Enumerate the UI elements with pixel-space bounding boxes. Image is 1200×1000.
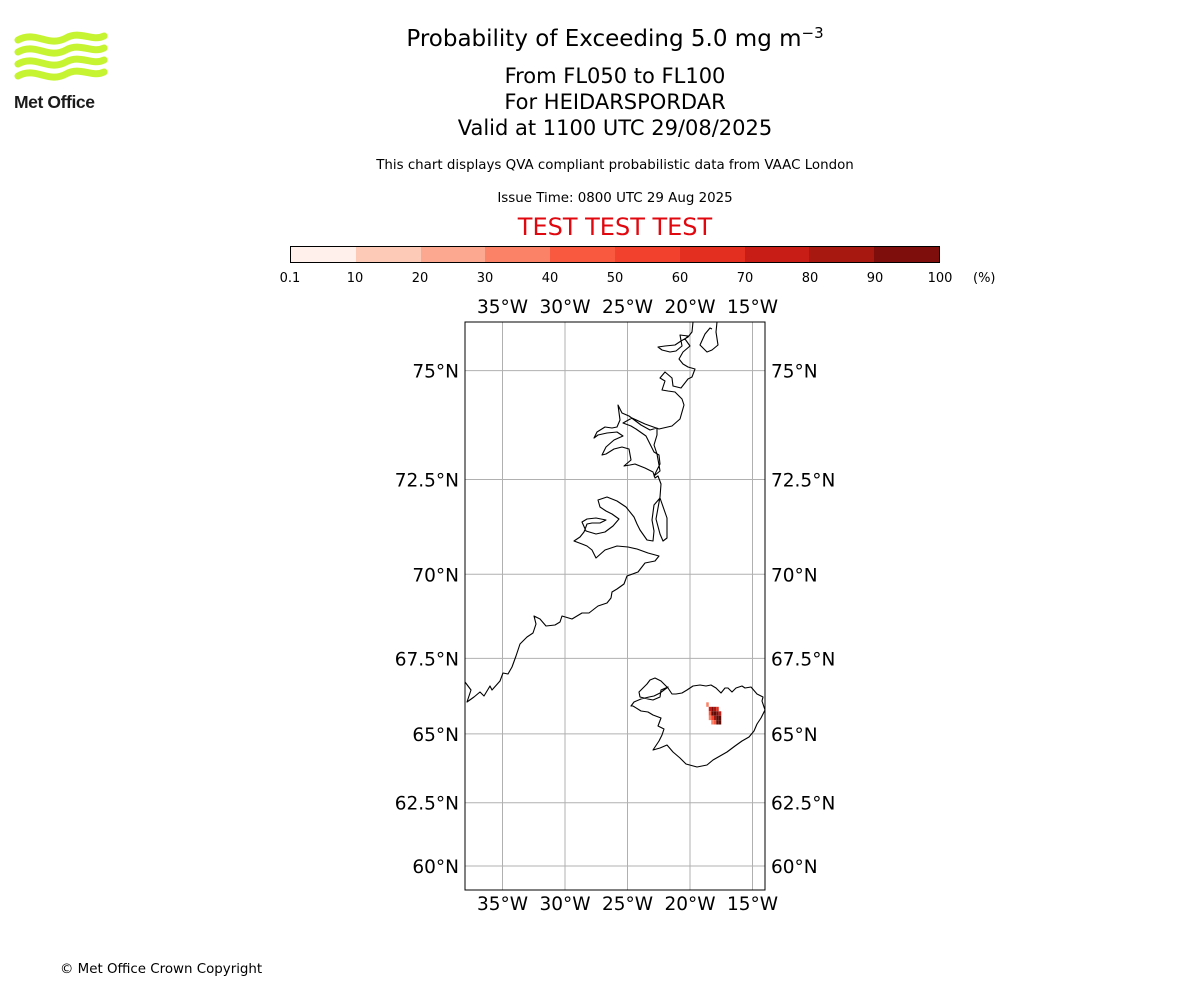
longitude-label: 35°W <box>477 297 528 318</box>
colorbar-tick-label: 0.1 <box>279 271 301 286</box>
logo-text: Met Office <box>14 92 95 112</box>
title-exponent: −3 <box>801 24 824 42</box>
logo-wave <box>14 67 108 81</box>
ash-probability-cell <box>711 715 714 721</box>
latitude-label: 70°N <box>412 565 459 586</box>
colorbar-segment <box>614 247 680 262</box>
longitude-label: 25°W <box>602 894 653 915</box>
valid-time: Valid at 1100 UTC 29/08/2025 <box>457 116 773 140</box>
chart-description: This chart displays QVA compliant probab… <box>376 158 854 173</box>
colorbar-tick-label: 30 <box>476 271 494 286</box>
ash-probability-cell <box>708 715 712 721</box>
latitude-label: 65°N <box>412 725 459 746</box>
longitude-label: 30°W <box>539 894 590 915</box>
ash-probability-cell <box>711 706 714 712</box>
colorbar-tick-label: 60 <box>671 271 689 286</box>
level-range: From FL050 to FL100 <box>504 64 726 88</box>
longitude-label: 15°W <box>727 894 778 915</box>
longitude-label: 15°W <box>727 297 778 318</box>
ash-probability-cell <box>713 706 717 712</box>
ash-probability-cell <box>711 720 714 725</box>
colorbar-tick-label: 20 <box>411 271 429 286</box>
ash-probability-cell <box>708 706 712 712</box>
colorbar-segment <box>744 247 810 262</box>
title-text: Probability of Exceeding 5.0 mg m <box>406 26 802 52</box>
colorbar-tick-label: 50 <box>606 271 624 286</box>
met-office-wave-icon <box>14 31 108 81</box>
latitude-label: 75°N <box>771 362 818 383</box>
colorbar-tick-label: 100 <box>927 271 953 286</box>
greenland-coastline <box>464 321 719 703</box>
ash-probability-cell <box>706 702 709 707</box>
ash-probability-cell <box>708 711 712 716</box>
latitude-label: 72.5°N <box>771 471 835 492</box>
colorbar-segment <box>550 247 615 262</box>
longitude-label: 20°W <box>664 894 715 915</box>
latitude-label: 60°N <box>412 857 459 878</box>
ash-probability-cell <box>716 711 719 716</box>
colorbar-segment <box>874 247 939 262</box>
ash-probability-cell <box>713 720 717 725</box>
logo-wave <box>14 31 108 45</box>
ash-probability-cell <box>716 706 719 712</box>
latitude-label: 75°N <box>412 362 459 383</box>
ash-probability-cell <box>716 715 719 721</box>
longitude-label: 35°W <box>477 894 528 915</box>
ash-probability-cell <box>718 711 722 716</box>
map-frame <box>464 321 766 891</box>
copyright-footer: © Met Office Crown Copyright <box>60 962 263 977</box>
colorbar-segment <box>355 247 421 262</box>
latitude-label: 65°N <box>771 725 818 746</box>
colorbar-segment <box>485 247 551 262</box>
latitude-label: 60°N <box>771 857 818 878</box>
longitude-label: 20°W <box>664 297 715 318</box>
ash-probability-cell <box>713 715 717 721</box>
iceland-coastline <box>630 677 766 768</box>
logo-wave <box>14 55 108 69</box>
colorbar-tick-label: 70 <box>736 271 754 286</box>
issue-time: Issue Time: 0800 UTC 29 Aug 2025 <box>497 191 733 206</box>
latitude-label: 70°N <box>771 565 818 586</box>
test-banner: TEST TEST TEST <box>517 213 713 241</box>
ash-probability-cell <box>718 720 722 725</box>
colorbar-segment <box>809 247 875 262</box>
colorbar-tick-label: 80 <box>801 271 819 286</box>
longitude-label: 30°W <box>539 297 590 318</box>
colorbar-unit: (%) <box>973 271 996 286</box>
longitude-label: 25°W <box>602 297 653 318</box>
latitude-label: 72.5°N <box>395 471 459 492</box>
volcano-name: For HEIDARSPORDAR <box>504 90 726 114</box>
ash-probability-cell <box>713 711 717 716</box>
ash-probability-cell <box>716 720 719 725</box>
chart-title: Probability of Exceeding 5.0 mg m−3 <box>0 24 1200 52</box>
ash-probability-cell <box>711 711 714 716</box>
probability-colorbar <box>290 246 940 263</box>
colorbar-tick-label: 10 <box>346 271 364 286</box>
colorbar-segment <box>291 247 356 262</box>
latitude-label: 62.5°N <box>771 794 835 815</box>
latitude-label: 67.5°N <box>395 649 459 670</box>
colorbar-tick-label: 40 <box>541 271 559 286</box>
latitude-label: 62.5°N <box>395 794 459 815</box>
ash-probability-cell <box>718 715 722 721</box>
logo-wave <box>14 43 108 57</box>
colorbar-segment <box>679 247 745 262</box>
latitude-label: 67.5°N <box>771 649 835 670</box>
colorbar-segment <box>420 247 486 262</box>
met-office-logo: Met Office <box>14 30 108 112</box>
colorbar-tick-label: 90 <box>866 271 884 286</box>
